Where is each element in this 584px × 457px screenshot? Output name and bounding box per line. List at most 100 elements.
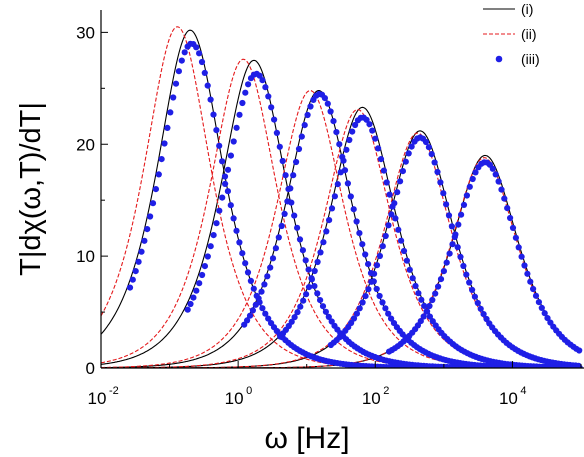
series-iii-point — [412, 283, 418, 289]
series-iii-point — [306, 267, 312, 273]
series-iii-point — [280, 158, 286, 164]
series-iii-point — [469, 287, 475, 293]
series-iii-point — [359, 241, 365, 247]
series-iii-point — [320, 303, 326, 309]
series-iii-point — [404, 258, 410, 264]
series-iii-point — [307, 103, 313, 109]
series-iii-point — [187, 301, 193, 307]
series-iii-point — [395, 227, 401, 233]
series-iii-point — [385, 222, 391, 228]
series-iii-point — [196, 50, 202, 56]
series-iii-point — [490, 166, 496, 172]
series-iii-point — [398, 238, 404, 244]
series-iii-point — [328, 108, 334, 114]
series-iii-point — [498, 187, 504, 193]
series-iii-point — [253, 302, 259, 308]
x-axis-label: ω [Hz] — [264, 422, 349, 455]
y-ticks: 0102030 — [76, 23, 108, 378]
series-iii-point — [504, 205, 510, 211]
x-tick-exponent: 2 — [383, 385, 389, 397]
series-iii-point — [297, 304, 303, 310]
series-iii-point — [228, 153, 234, 159]
series-iii-point — [527, 279, 533, 285]
series-iii-point — [317, 297, 323, 303]
series-iii-point — [182, 49, 188, 55]
series-iii-point — [193, 44, 199, 50]
series-iii-point — [231, 138, 237, 144]
series-iii-point — [475, 300, 481, 306]
series-iii-point — [294, 225, 300, 231]
series-iii-point — [242, 260, 248, 266]
series-iii-point — [167, 109, 173, 115]
series-iii-point — [270, 255, 276, 261]
series-iii-point — [176, 68, 182, 74]
series-iii-point — [447, 251, 453, 257]
series-iii-point — [415, 290, 421, 296]
series-iii-point — [333, 129, 339, 135]
series-iii-point — [250, 307, 256, 313]
series-iii-point — [444, 260, 450, 266]
series-iii-point — [461, 202, 467, 208]
series-iii-point — [354, 218, 360, 224]
series-ii-curve — [101, 59, 581, 368]
series-iii-point — [467, 184, 473, 190]
axes — [101, 10, 584, 368]
series-iii-point — [138, 249, 144, 255]
series-iii-point — [387, 192, 393, 198]
series-iii-point — [378, 156, 384, 162]
series-iii-point — [262, 84, 268, 90]
series-iii-point — [170, 94, 176, 100]
series-iii-point — [239, 250, 245, 256]
series-iii-point — [282, 211, 288, 217]
series-iii-point — [410, 275, 416, 281]
series-iii-point — [136, 259, 142, 265]
series-iii-point — [349, 129, 355, 135]
series-iii-point — [516, 244, 522, 250]
plot-area — [101, 27, 583, 371]
series-iii-point — [429, 297, 435, 303]
series-iii-point — [239, 100, 245, 106]
series-iii-point — [351, 206, 357, 212]
series-iii-point — [403, 159, 409, 165]
series-iii-point — [380, 243, 386, 249]
series-iii-point — [424, 308, 430, 314]
series-iii-point — [294, 309, 300, 315]
series-iii-point — [267, 265, 273, 271]
series-iii-point — [346, 137, 352, 143]
series-iii-point — [426, 303, 432, 309]
series-iii-point — [179, 58, 185, 64]
series-iii-point — [245, 81, 251, 87]
series-i-lines — [101, 30, 581, 368]
series-iii-point — [372, 136, 378, 142]
series-iii-point — [338, 169, 344, 175]
y-tick-label: 10 — [76, 247, 95, 266]
series-iii-point — [429, 151, 435, 157]
series-iii-point — [438, 276, 444, 282]
series-iii-point — [533, 293, 539, 299]
series-iii-point — [159, 156, 165, 162]
series-iii-point — [283, 172, 289, 178]
series-iii-point — [371, 271, 377, 277]
series-iii-point — [426, 144, 432, 150]
series-iii-point — [322, 95, 328, 101]
series-iii-point — [268, 104, 274, 110]
series-iii-point — [470, 176, 476, 182]
series-iii-point — [222, 173, 228, 179]
series-iii-point — [211, 232, 217, 238]
series-iii-point — [510, 225, 516, 231]
series-iii-point — [284, 198, 290, 204]
series-iii-point — [216, 143, 222, 149]
series-iii-point — [360, 299, 366, 305]
series-iii-point — [320, 239, 326, 245]
x-tick-exponent: 0 — [246, 385, 252, 397]
series-iii-point — [452, 231, 458, 237]
series-iii-point — [247, 313, 253, 319]
series-iii-point — [299, 134, 305, 140]
x-tick-label: 10 — [499, 389, 518, 408]
series-iii-point — [196, 280, 202, 286]
series-iii-point — [251, 286, 257, 292]
series-iii-point — [153, 186, 159, 192]
series-iii-point — [309, 276, 315, 282]
legend-label-i: (i) — [521, 1, 533, 17]
